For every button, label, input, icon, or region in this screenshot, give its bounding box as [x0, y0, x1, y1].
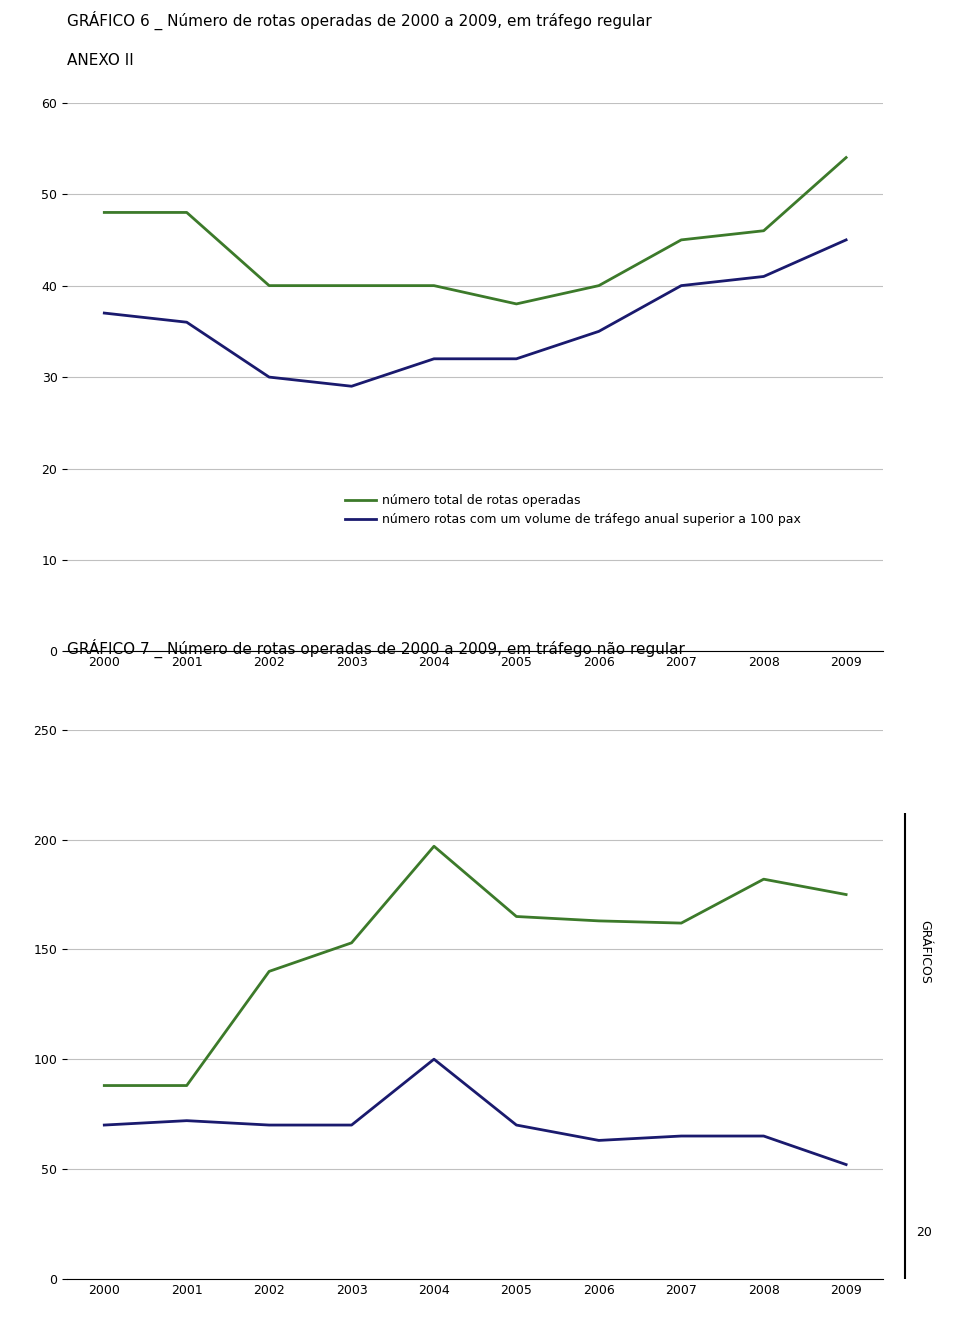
Line: número total de rotas operadas: número total de rotas operadas	[105, 846, 846, 1086]
número total de rotas operadas	[593, 277, 605, 293]
número rotas com um volume de tráfego anual superior a 1000 pax	[180, 314, 192, 330]
número total de rotas operadas	[676, 232, 687, 248]
número total de rotas operadas	[758, 871, 770, 887]
número total de rotas operadas	[428, 277, 440, 293]
número total de rotas operadas	[593, 912, 605, 928]
número total de rotas operadas	[180, 1078, 192, 1094]
número rotas com um volume de tráfego anual superior a 1000 pax	[676, 277, 687, 293]
número total de rotas operadas	[99, 204, 110, 220]
número rotas com um volume de tráfego anual superior a 100 pax	[346, 1118, 357, 1134]
número total de rotas operadas	[263, 277, 275, 293]
número total de rotas operadas	[346, 935, 357, 951]
número rotas com um volume de tráfego anual superior a 1000 pax	[511, 350, 522, 366]
Line: número rotas com um volume de tráfego anual superior a 100 pax: número rotas com um volume de tráfego an…	[105, 1059, 846, 1164]
Text: GRÁFICO 7 _ Número de rotas operadas de 2000 a 2009, em tráfego não regular: GRÁFICO 7 _ Número de rotas operadas de …	[67, 638, 685, 658]
número total de rotas operadas	[758, 222, 770, 238]
número total de rotas operadas	[346, 277, 357, 293]
Text: 20: 20	[917, 1225, 932, 1239]
número rotas com um volume de tráfego anual superior a 1000 pax	[840, 232, 852, 248]
número rotas com um volume de tráfego anual superior a 1000 pax	[428, 350, 440, 366]
número rotas com um volume de tráfego anual superior a 100 pax	[180, 1112, 192, 1128]
número total de rotas operadas	[511, 296, 522, 312]
número rotas com um volume de tráfego anual superior a 100 pax	[263, 1118, 275, 1134]
número rotas com um volume de tráfego anual superior a 1000 pax	[346, 378, 357, 394]
Line: número total de rotas operadas: número total de rotas operadas	[105, 157, 846, 304]
número rotas com um volume de tráfego anual superior a 1000 pax	[99, 305, 110, 321]
número rotas com um volume de tráfego anual superior a 100 pax	[676, 1128, 687, 1144]
número total de rotas operadas	[840, 149, 852, 165]
Text: ANEXO II: ANEXO II	[67, 52, 134, 68]
número rotas com um volume de tráfego anual superior a 100 pax	[758, 1128, 770, 1144]
número total de rotas operadas	[99, 1078, 110, 1094]
Legend: número total de rotas operadas, número rotas com um volume de tráfego anual supe: número total de rotas operadas, número r…	[340, 489, 806, 531]
número rotas com um volume de tráfego anual superior a 100 pax	[511, 1118, 522, 1134]
Text: GRÁFICOS: GRÁFICOS	[918, 920, 931, 984]
número rotas com um volume de tráfego anual superior a 1000 pax	[758, 269, 770, 285]
número rotas com um volume de tráfego anual superior a 100 pax	[840, 1156, 852, 1172]
número total de rotas operadas	[676, 915, 687, 931]
número total de rotas operadas	[428, 838, 440, 854]
número rotas com um volume de tráfego anual superior a 100 pax	[428, 1051, 440, 1067]
número rotas com um volume de tráfego anual superior a 1000 pax	[263, 369, 275, 385]
número total de rotas operadas	[840, 887, 852, 903]
Text: GRÁFICO 6 _ Número de rotas operadas de 2000 a 2009, em tráfego regular: GRÁFICO 6 _ Número de rotas operadas de …	[67, 11, 652, 31]
Line: número rotas com um volume de tráfego anual superior a 1000 pax: número rotas com um volume de tráfego an…	[105, 240, 846, 386]
número rotas com um volume de tráfego anual superior a 1000 pax	[593, 324, 605, 340]
número rotas com um volume de tráfego anual superior a 100 pax	[593, 1132, 605, 1148]
número total de rotas operadas	[180, 204, 192, 220]
número total de rotas operadas	[263, 963, 275, 979]
número total de rotas operadas	[511, 908, 522, 924]
número rotas com um volume de tráfego anual superior a 100 pax	[99, 1118, 110, 1134]
